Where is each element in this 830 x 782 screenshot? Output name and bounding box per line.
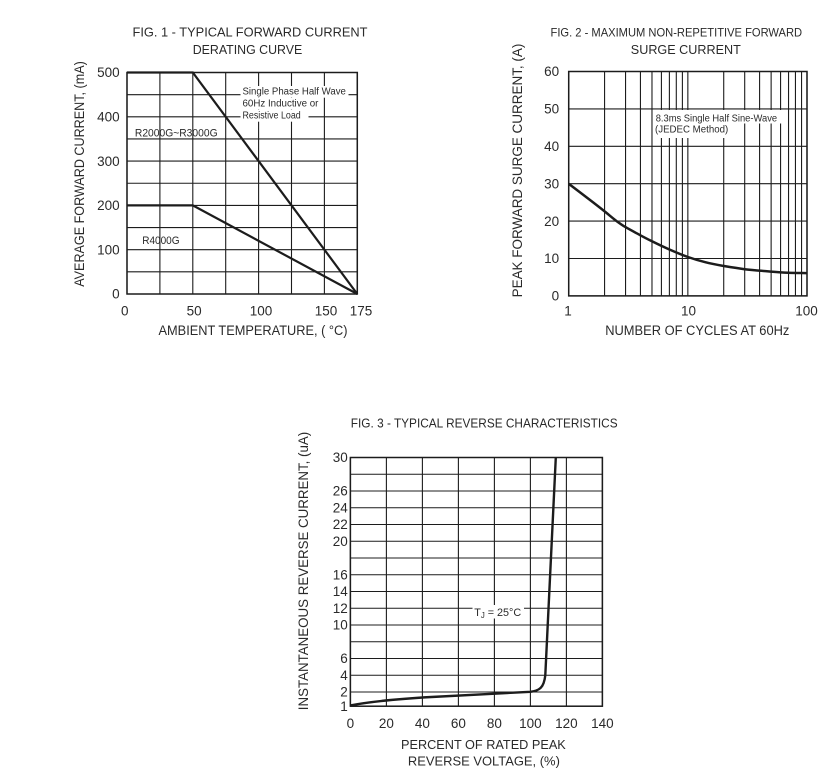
- svg-text:1: 1: [564, 304, 572, 319]
- svg-text:16: 16: [333, 568, 348, 583]
- svg-text:100: 100: [519, 716, 542, 731]
- svg-text:Single Phase Half Wave: Single Phase Half Wave: [243, 87, 347, 98]
- svg-text:500: 500: [97, 65, 120, 80]
- svg-text:1: 1: [340, 699, 348, 714]
- svg-text:PERCENT OF RATED PEAK: PERCENT OF RATED PEAK: [401, 737, 566, 752]
- svg-text:22: 22: [333, 517, 348, 532]
- svg-text:120: 120: [555, 716, 578, 731]
- svg-text:REVERSE VOLTAGE, (%): REVERSE VOLTAGE, (%): [408, 754, 560, 769]
- svg-text:300: 300: [97, 154, 120, 169]
- svg-text:30: 30: [544, 176, 559, 191]
- svg-text:26: 26: [333, 484, 348, 499]
- svg-text:30: 30: [333, 450, 348, 465]
- svg-text:10: 10: [681, 304, 696, 319]
- svg-text:60: 60: [451, 716, 466, 731]
- svg-text:R4000G: R4000G: [142, 235, 179, 247]
- svg-text:0: 0: [552, 289, 560, 304]
- svg-text:60: 60: [544, 64, 559, 79]
- svg-text:SURGE CURRENT: SURGE CURRENT: [631, 42, 741, 57]
- svg-text:12: 12: [333, 601, 348, 616]
- svg-text:AMBIENT TEMPERATURE, ( °C): AMBIENT TEMPERATURE, ( °C): [159, 323, 348, 338]
- svg-text:TJ = 25°C: TJ = 25°C: [474, 607, 521, 620]
- svg-text:FIG. 1 - TYPICAL FORWARD CURRE: FIG. 1 - TYPICAL FORWARD CURRENT: [133, 25, 368, 40]
- svg-text:175: 175: [350, 304, 373, 319]
- svg-text:50: 50: [544, 102, 559, 117]
- svg-text:100: 100: [250, 304, 273, 319]
- svg-text:(JEDEC Method): (JEDEC Method): [655, 125, 728, 136]
- svg-text:DERATING CURVE: DERATING CURVE: [193, 42, 303, 57]
- svg-text:200: 200: [97, 198, 120, 213]
- svg-text:4: 4: [340, 668, 348, 683]
- svg-text:20: 20: [379, 716, 394, 731]
- svg-text:2: 2: [340, 685, 348, 700]
- svg-text:INSTANTANEOUS REVERSE CURRENT,: INSTANTANEOUS REVERSE CURRENT, (uA): [296, 432, 311, 710]
- svg-text:150: 150: [315, 304, 338, 319]
- svg-text:FIG. 2 - MAXIMUM NON-REPETITIV: FIG. 2 - MAXIMUM NON-REPETITIVE FORWARD: [551, 26, 803, 40]
- svg-text:FIG. 3 - TYPICAL REVERSE CHARA: FIG. 3 - TYPICAL REVERSE CHARACTERISTICS: [351, 416, 618, 430]
- svg-text:Resistive Load: Resistive Load: [243, 111, 301, 122]
- svg-text:100: 100: [795, 304, 818, 319]
- svg-text:100: 100: [97, 242, 120, 257]
- svg-text:40: 40: [544, 139, 559, 154]
- svg-text:40: 40: [415, 716, 430, 731]
- svg-text:10: 10: [544, 251, 559, 266]
- svg-text:50: 50: [187, 304, 202, 319]
- svg-text:AVERAGE FORWARD CURRENT, (mA): AVERAGE FORWARD CURRENT, (mA): [72, 61, 87, 287]
- svg-text:400: 400: [97, 110, 120, 125]
- svg-text:8.3ms Single Half Sine-Wave: 8.3ms Single Half Sine-Wave: [656, 113, 778, 124]
- svg-text:0: 0: [112, 287, 120, 302]
- svg-text:PEAK FORWARD SURGE CURRENT, (A: PEAK FORWARD SURGE CURRENT, (A): [510, 44, 525, 298]
- svg-text:20: 20: [333, 534, 348, 549]
- svg-text:80: 80: [487, 716, 502, 731]
- svg-text:140: 140: [591, 716, 614, 731]
- svg-text:NUMBER OF CYCLES AT 60Hz: NUMBER OF CYCLES AT 60Hz: [605, 323, 789, 338]
- svg-text:0: 0: [347, 716, 355, 731]
- svg-text:24: 24: [333, 501, 349, 516]
- svg-text:R2000G~R3000G: R2000G~R3000G: [135, 127, 218, 139]
- svg-text:10: 10: [333, 618, 348, 633]
- svg-text:60Hz Inductive or: 60Hz Inductive or: [243, 99, 320, 110]
- svg-text:6: 6: [340, 651, 348, 666]
- svg-text:20: 20: [544, 214, 559, 229]
- svg-text:14: 14: [333, 584, 349, 599]
- svg-text:0: 0: [121, 304, 129, 319]
